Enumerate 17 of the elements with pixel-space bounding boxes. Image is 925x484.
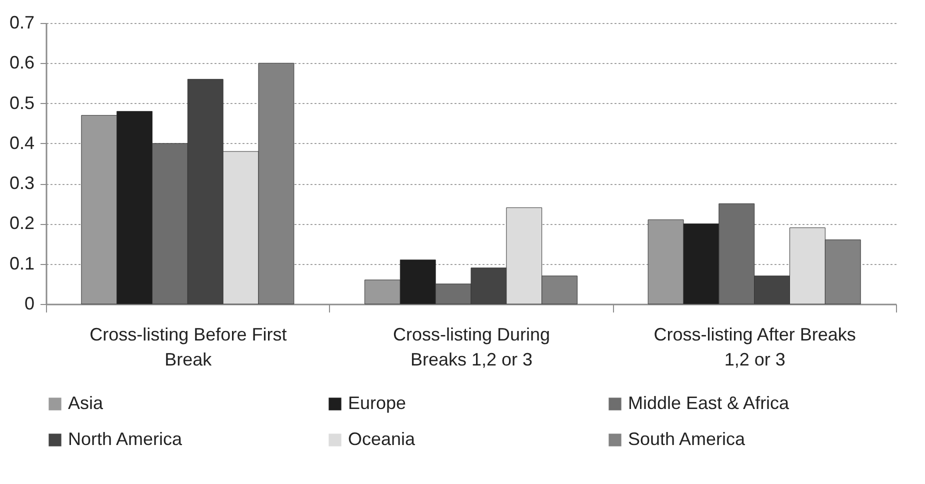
x-tick-label: Cross-listing After Breaks 1,2 or 3 [654, 324, 856, 370]
legend-label: Asia [68, 393, 104, 413]
y-tick-label: 0.1 [9, 253, 34, 274]
legend-label: North America [68, 429, 184, 449]
y-tick-label: 0 [24, 294, 34, 314]
y-tick-label: 0.2 [9, 213, 34, 234]
x-tick-label: Cross-listing Before First Break [90, 324, 287, 370]
y-tick-label: 0.7 [9, 12, 34, 32]
legend-label: South America [628, 429, 746, 449]
y-tick-label: 0.6 [9, 52, 34, 73]
legend-label: Europe [348, 393, 406, 413]
legend-label: Middle East & Africa [628, 393, 790, 413]
y-tick-label: 0.3 [9, 173, 34, 194]
y-tick-label: 0.5 [9, 92, 34, 113]
legend-label: Oceania [348, 429, 416, 449]
x-tick-label: Cross-listing During Breaks 1,2 or 3 [392, 324, 550, 370]
y-tick-label: 0.4 [9, 132, 34, 153]
